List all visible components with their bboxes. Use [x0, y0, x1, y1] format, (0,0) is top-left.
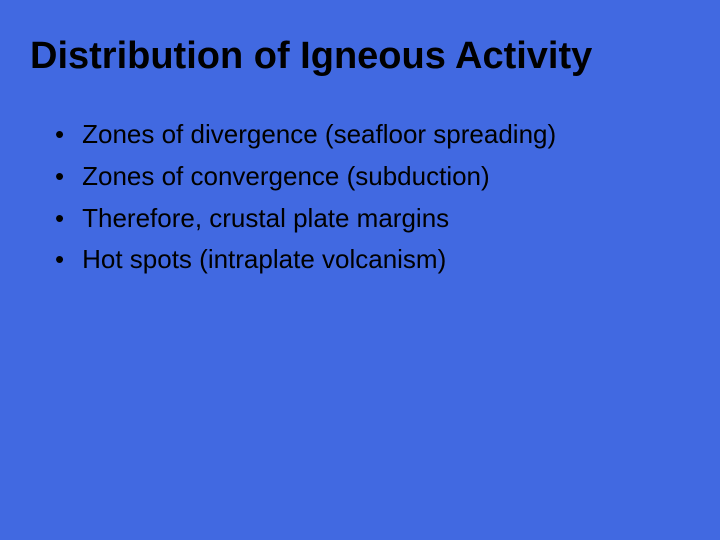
slide-title: Distribution of Igneous Activity: [30, 35, 690, 78]
bullet-icon: •: [55, 118, 64, 152]
bullet-icon: •: [55, 160, 64, 194]
list-item: • Zones of convergence (subduction): [55, 160, 690, 194]
bullet-text: Zones of divergence (seafloor spreading): [82, 118, 690, 152]
bullet-icon: •: [55, 243, 64, 277]
list-item: • Zones of divergence (seafloor spreadin…: [55, 118, 690, 152]
bullet-text: Hot spots (intraplate volcanism): [82, 243, 690, 277]
slide-container: Distribution of Igneous Activity • Zones…: [0, 0, 720, 540]
bullet-text: Therefore, crustal plate margins: [82, 202, 690, 236]
bullet-icon: •: [55, 202, 64, 236]
list-item: • Therefore, crustal plate margins: [55, 202, 690, 236]
list-item: • Hot spots (intraplate volcanism): [55, 243, 690, 277]
bullet-list: • Zones of divergence (seafloor spreadin…: [30, 118, 690, 277]
bullet-text: Zones of convergence (subduction): [82, 160, 690, 194]
